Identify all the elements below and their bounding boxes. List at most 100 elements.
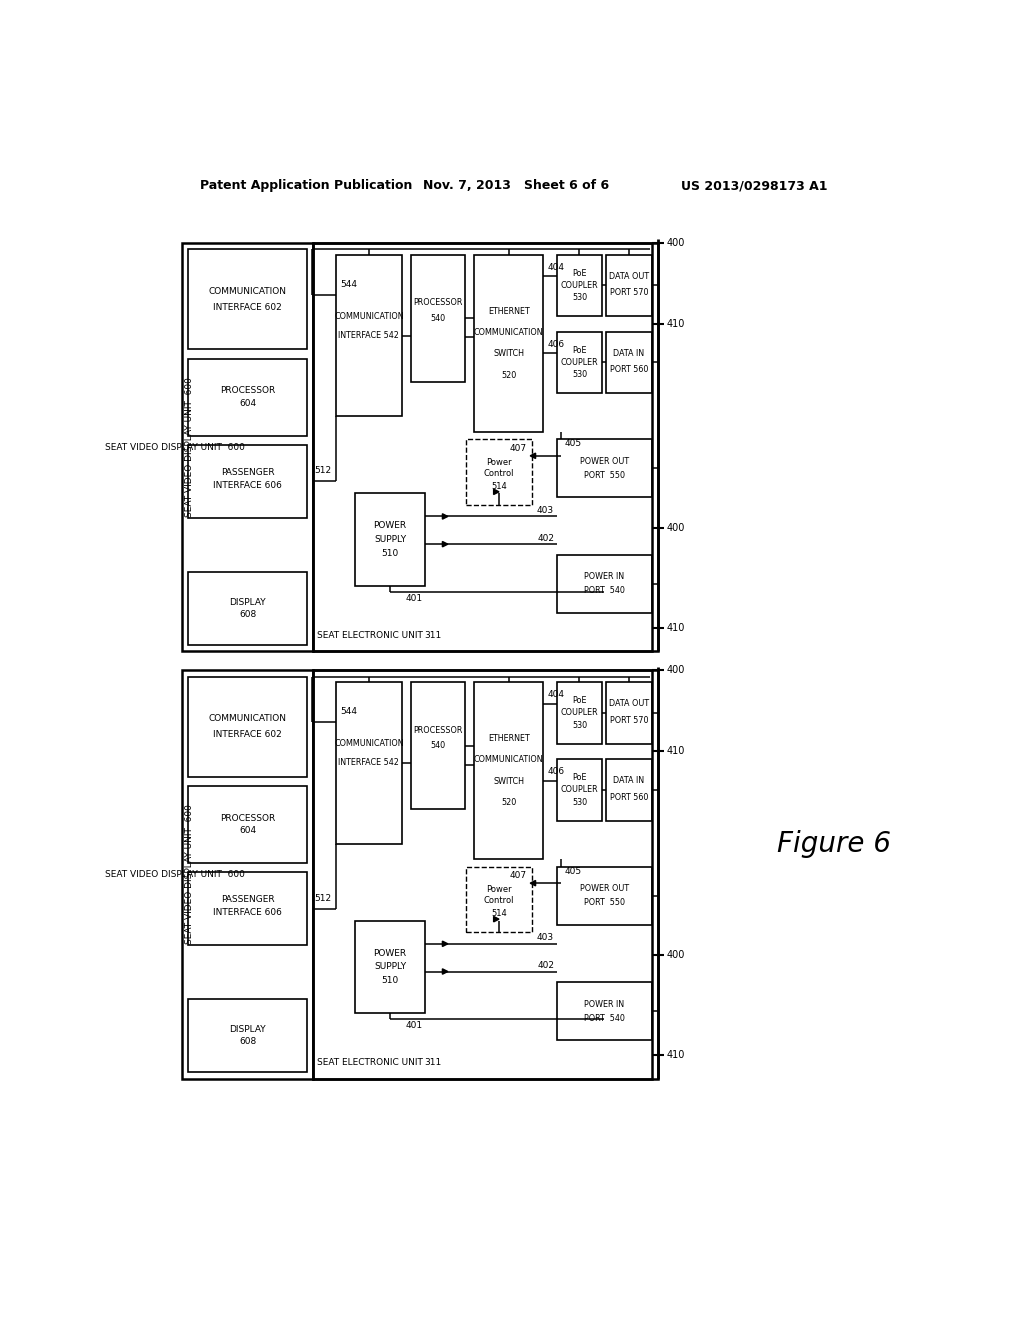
Bar [557, 867, 652, 924]
Text: DISPLAY: DISPLAY [229, 598, 266, 607]
Text: PORT  540: PORT 540 [584, 586, 625, 595]
Text: PoE: PoE [572, 269, 587, 277]
Bar [474, 682, 544, 859]
Text: POWER IN: POWER IN [585, 573, 625, 581]
Text: INTERFACE 542: INTERFACE 542 [339, 759, 399, 767]
Polygon shape [442, 513, 447, 519]
Text: 512: 512 [314, 466, 332, 475]
Bar [182, 243, 313, 651]
Text: PORT  550: PORT 550 [584, 471, 625, 479]
Text: Control: Control [483, 469, 514, 478]
Bar [466, 440, 531, 506]
Polygon shape [530, 453, 536, 458]
Text: SEAT VIDEO DISPLAY UNIT  600: SEAT VIDEO DISPLAY UNIT 600 [104, 870, 245, 879]
Bar [188, 999, 307, 1072]
Bar [605, 682, 652, 743]
Text: 400: 400 [666, 950, 684, 961]
Text: 540: 540 [430, 741, 445, 750]
Text: 402: 402 [538, 533, 554, 543]
Text: DATA IN: DATA IN [613, 776, 644, 785]
Bar [605, 759, 652, 821]
Bar [188, 785, 307, 863]
Text: 512: 512 [314, 894, 332, 903]
Text: INTERFACE 606: INTERFACE 606 [213, 908, 282, 917]
Text: PORT 560: PORT 560 [609, 793, 648, 801]
Polygon shape [494, 490, 499, 495]
Bar [557, 682, 602, 743]
Text: 410: 410 [666, 623, 684, 634]
Text: SUPPLY: SUPPLY [374, 962, 407, 972]
Text: 604: 604 [239, 399, 256, 408]
Text: ETHERNET: ETHERNET [487, 306, 529, 315]
Text: 403: 403 [537, 506, 554, 515]
Text: ETHERNET: ETHERNET [487, 734, 529, 743]
Text: 540: 540 [430, 314, 445, 322]
Text: 405: 405 [565, 440, 582, 449]
Text: 608: 608 [239, 1038, 256, 1047]
Text: DATA IN: DATA IN [613, 348, 644, 358]
Bar [336, 255, 401, 416]
Text: PoE: PoE [572, 346, 587, 355]
Polygon shape [530, 880, 536, 886]
Text: SUPPLY: SUPPLY [374, 535, 407, 544]
Text: 544: 544 [340, 708, 357, 717]
Text: COMMUNICATION: COMMUNICATION [209, 714, 287, 723]
Text: Patent Application Publication: Patent Application Publication [200, 180, 413, 193]
Text: 530: 530 [572, 721, 587, 730]
Text: US 2013/0298173 A1: US 2013/0298173 A1 [681, 180, 827, 193]
Text: 407: 407 [509, 444, 526, 453]
Text: 403: 403 [537, 933, 554, 942]
Text: 406: 406 [547, 767, 564, 776]
Text: COMMUNICATION: COMMUNICATION [474, 329, 544, 337]
Polygon shape [442, 541, 447, 546]
Text: 510: 510 [381, 549, 398, 558]
Text: INTERFACE 542: INTERFACE 542 [339, 331, 399, 341]
Text: INTERFACE 602: INTERFACE 602 [213, 302, 282, 312]
Text: PROCESSOR: PROCESSOR [413, 726, 463, 735]
Text: 530: 530 [572, 293, 587, 302]
Text: 544: 544 [340, 280, 357, 289]
Bar [605, 255, 652, 317]
Bar [188, 445, 307, 517]
Text: 604: 604 [239, 826, 256, 836]
Bar [411, 682, 465, 809]
Text: 514: 514 [492, 909, 507, 919]
Bar [355, 494, 425, 586]
Text: DISPLAY: DISPLAY [229, 1026, 266, 1035]
Text: PASSENGER: PASSENGER [221, 895, 274, 904]
Text: COMMUNICATION: COMMUNICATION [474, 755, 544, 764]
Text: PROCESSOR: PROCESSOR [220, 814, 275, 822]
Text: 407: 407 [509, 871, 526, 880]
Text: PORT  540: PORT 540 [584, 1014, 625, 1023]
Text: 405: 405 [565, 867, 582, 875]
Text: POWER IN: POWER IN [585, 999, 625, 1008]
Text: SEAT ELECTRONIC UNIT: SEAT ELECTRONIC UNIT [316, 1059, 423, 1067]
Text: COMMUNICATION: COMMUNICATION [334, 739, 403, 748]
Text: PASSENGER: PASSENGER [221, 469, 274, 477]
Text: PORT 570: PORT 570 [609, 288, 648, 297]
Bar [188, 572, 307, 645]
Polygon shape [494, 916, 499, 921]
Text: COMMUNICATION: COMMUNICATION [334, 312, 403, 321]
Text: 311: 311 [425, 1059, 442, 1067]
Text: 608: 608 [239, 610, 256, 619]
Text: Power: Power [486, 886, 512, 894]
Text: PoE: PoE [572, 696, 587, 705]
Text: 530: 530 [572, 797, 587, 807]
Bar [182, 671, 313, 1078]
Text: 406: 406 [547, 339, 564, 348]
Polygon shape [442, 969, 447, 974]
Text: 530: 530 [572, 371, 587, 379]
Text: Figure 6: Figure 6 [777, 830, 891, 858]
Text: 400: 400 [666, 665, 684, 676]
Bar [355, 921, 425, 1014]
Text: INTERFACE 606: INTERFACE 606 [213, 480, 282, 490]
Text: SWITCH: SWITCH [494, 350, 524, 358]
Text: PORT 570: PORT 570 [609, 715, 648, 725]
Text: 402: 402 [538, 961, 554, 970]
Text: 410: 410 [666, 319, 684, 329]
Bar [188, 873, 307, 945]
Text: COUPLER: COUPLER [561, 709, 598, 717]
Text: 520: 520 [501, 797, 516, 807]
Bar [188, 359, 307, 436]
